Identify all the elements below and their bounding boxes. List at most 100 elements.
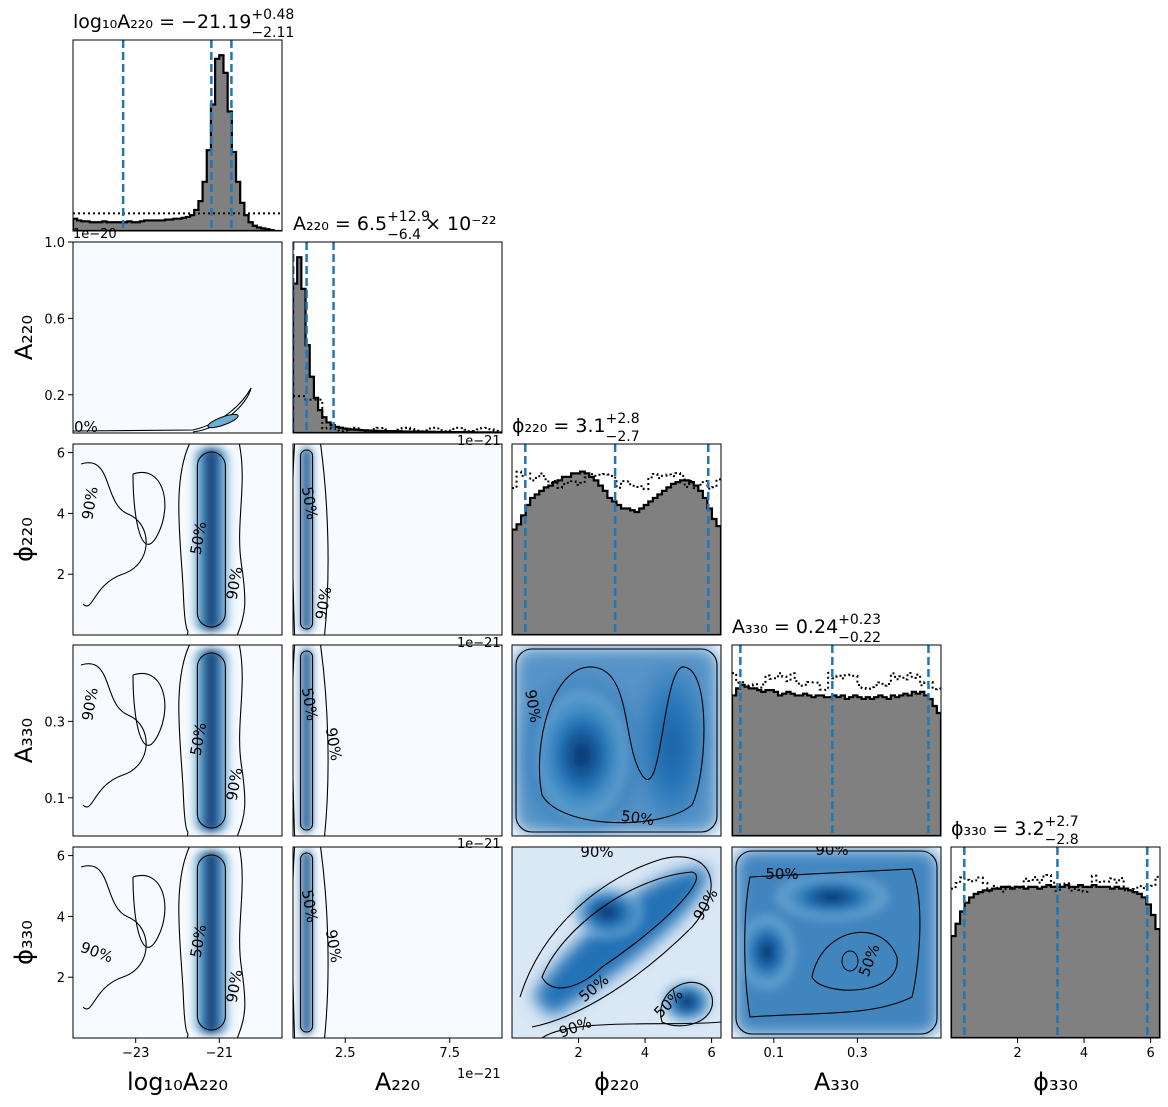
density-region	[187, 851, 236, 1034]
contour-line	[132, 471, 166, 545]
x-tick-label-phi220: 6	[707, 1046, 715, 1061]
contour-label-90: 90%	[815, 841, 848, 859]
y-axis-label-A330: A₃₃₀	[10, 718, 38, 763]
contour-label-90: 90%	[521, 688, 545, 724]
y-offset-text: 1e−20	[73, 227, 117, 242]
density-region	[737, 912, 797, 992]
density-region	[772, 872, 892, 922]
prior-line-A330	[732, 671, 941, 691]
y-axis-label-phi330: ϕ₃₃₀	[10, 920, 38, 965]
x-tick-label-A220: 2.5	[335, 1046, 356, 1061]
density-panel-phi330-vs-A220: 50%90%	[293, 847, 502, 1038]
contour-label-90: 90%	[223, 766, 247, 802]
contour-90	[735, 850, 938, 1035]
y-tick-label-phi220: 6	[57, 447, 65, 462]
density-panel-phi330-vs-A330: 90%50%50%	[732, 841, 941, 1038]
panel-frame	[72, 39, 283, 232]
contour-label-50: 50%	[298, 888, 322, 924]
panel-title-A220: A₂₂₀ = 6.5+12.9 −6.4 × 10⁻²²	[293, 209, 496, 243]
density-panel-A330-vs-A220: 50%90%	[293, 645, 502, 836]
density-region	[532, 685, 632, 825]
contour-50	[300, 449, 314, 630]
x-axis-label-phi220: ϕ₂₂₀	[594, 1068, 639, 1096]
y-axis-label-phi220: ϕ₂₂₀	[10, 517, 38, 562]
contour-50	[538, 666, 705, 824]
histogram-phi330	[951, 884, 1160, 1038]
density-panel-phi220-vs-A220: 50% 90%	[293, 444, 502, 635]
density-panel-phi330-vs-log10A220: 90%50%90%	[73, 847, 282, 1038]
contour-90	[519, 856, 712, 1028]
density-region	[296, 649, 317, 832]
x-axis-label-A330: A₃₃₀	[814, 1068, 859, 1096]
density-panel-phi220-vs-log10A220: 90% 50% 90%	[73, 444, 282, 635]
contour-label-50: 50%	[187, 923, 211, 959]
panel-background	[73, 645, 282, 836]
density-panel-phi330-vs-phi220: 90%90%50% 50%90%	[512, 843, 721, 1038]
density-region	[532, 867, 708, 1017]
panel-frame	[292, 644, 503, 837]
diag-panel-log10A220	[73, 40, 282, 231]
diag-panel-phi330	[951, 847, 1160, 1038]
x-tick-label-A220: 7.5	[439, 1046, 460, 1061]
panel-frame	[511, 644, 722, 837]
density-region	[567, 882, 647, 942]
x-tick-label-log10A220: −21	[206, 1046, 233, 1061]
contour-label-90: 90%	[223, 565, 247, 601]
contour-line	[132, 672, 166, 746]
contour-label-50: 50%	[620, 807, 656, 829]
density-region	[187, 448, 236, 631]
panel-frame	[950, 846, 1161, 1039]
contour-90	[515, 648, 718, 833]
contour-50	[196, 451, 226, 628]
x-tick-label-log10A220: −23	[122, 1046, 149, 1061]
contour-90	[178, 645, 190, 836]
contour-90	[320, 444, 329, 635]
x-axis-label-log10A220: log₁₀A₂₂₀	[127, 1068, 228, 1096]
contour-label-90: 90%	[322, 726, 346, 762]
contour-50	[744, 868, 921, 1018]
panel-background	[73, 444, 282, 635]
contour-label-90: 90%	[580, 843, 613, 861]
contour-90	[320, 645, 329, 836]
contour-50	[300, 852, 314, 1033]
y-tick-label-phi220: 2	[57, 568, 65, 583]
contour-label-90: 90%	[78, 686, 102, 722]
panel-frame	[731, 644, 942, 837]
density-panel-A330-vs-log10A220: 90% 50% 90%	[73, 645, 282, 836]
diag-panel-A220	[293, 242, 502, 433]
y-axis-label-A220: A₂₂₀	[10, 315, 38, 360]
x-tick-label-A330: 0.1	[763, 1046, 784, 1061]
panel-frame	[292, 443, 503, 636]
y-tick-label-phi330: 2	[57, 971, 65, 986]
panel-background	[73, 847, 282, 1038]
y-tick-label-phi330: 4	[57, 910, 65, 925]
x-axis-label-A220: A₂₂₀	[375, 1068, 420, 1096]
contour-90	[236, 847, 246, 1038]
density-region	[296, 851, 317, 1034]
panel-title-phi220: ϕ₂₂₀ = 3.1+2.8 −2.7	[512, 411, 640, 445]
contour-label-50: 50%	[298, 485, 322, 521]
contour-label-90: 0%	[74, 418, 98, 436]
prior-line-phi330	[951, 874, 1160, 893]
contour-90	[320, 847, 329, 1038]
contour-label-50: 50%	[765, 865, 798, 883]
contour-50	[841, 950, 859, 972]
density-panel-A330-vs-phi220: 90% 50%	[512, 645, 721, 836]
x-axis-label-phi330: ϕ₃₃₀	[1033, 1068, 1078, 1096]
contour-line	[80, 865, 147, 1010]
contour-label-90: 90%	[78, 485, 102, 521]
diag-panel-A330	[732, 645, 941, 836]
contour-label-90: 90%	[312, 585, 336, 621]
panel-frame	[72, 241, 283, 434]
panel-background	[73, 242, 282, 433]
density-region	[187, 649, 236, 832]
contour-label-50: 50%	[298, 686, 322, 722]
y-tick-label-A330: 0.1	[44, 792, 65, 807]
x-offset-text: 1e−21	[457, 434, 501, 449]
contour-50	[196, 652, 226, 829]
contour-label-90: 90%	[322, 928, 346, 964]
contour-50	[300, 650, 314, 831]
prior-line-A220	[293, 395, 502, 433]
contour-90	[236, 444, 246, 635]
contour-50	[196, 854, 226, 1031]
